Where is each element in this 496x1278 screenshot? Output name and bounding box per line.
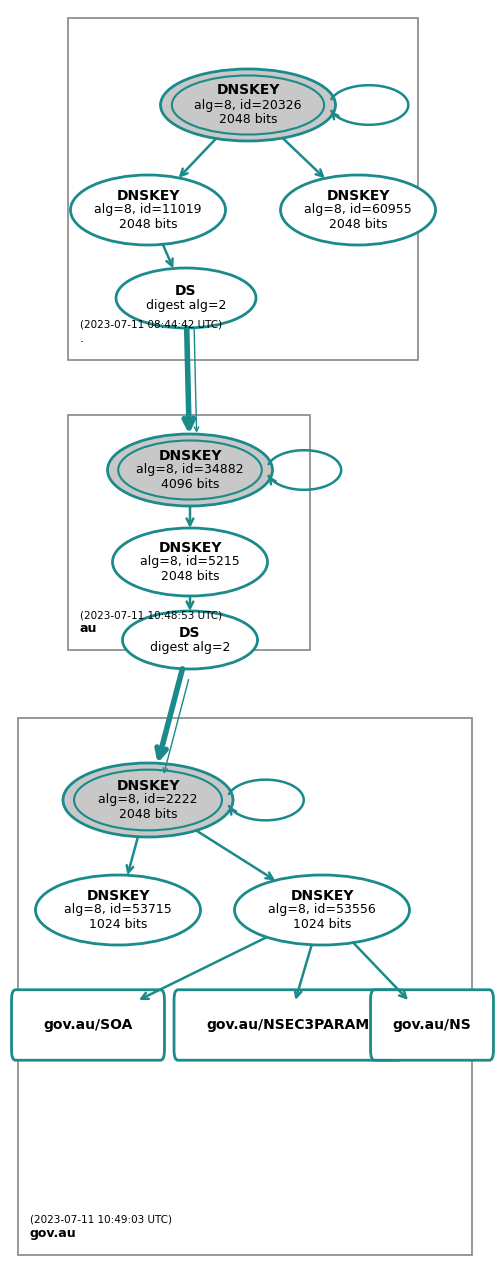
Text: DNSKEY: DNSKEY [86,888,150,902]
Text: .: . [80,332,84,345]
Ellipse shape [123,611,257,668]
Ellipse shape [70,175,226,245]
Text: 1024 bits: 1024 bits [293,918,351,930]
Text: DNSKEY: DNSKEY [158,449,222,463]
Text: DNSKEY: DNSKEY [216,83,280,97]
Text: DNSKEY: DNSKEY [116,778,180,792]
Text: alg=8, id=34882: alg=8, id=34882 [136,464,244,477]
Text: (2023-07-11 10:49:03 UTC): (2023-07-11 10:49:03 UTC) [30,1215,172,1226]
Ellipse shape [161,69,335,141]
Text: 2048 bits: 2048 bits [219,112,277,127]
Text: 2048 bits: 2048 bits [329,219,387,231]
Ellipse shape [63,763,233,837]
Text: DNSKEY: DNSKEY [290,888,354,902]
Ellipse shape [281,175,435,245]
Ellipse shape [113,528,267,596]
Text: alg=8, id=53556: alg=8, id=53556 [268,904,376,916]
Text: gov.au/NSEC3PARAM: gov.au/NSEC3PARAM [206,1019,370,1033]
Text: digest alg=2: digest alg=2 [150,640,230,654]
Text: (2023-07-11 08:44:42 UTC): (2023-07-11 08:44:42 UTC) [80,320,222,330]
Text: 2048 bits: 2048 bits [161,570,219,583]
Text: gov.au/NS: gov.au/NS [393,1019,471,1033]
Text: 4096 bits: 4096 bits [161,478,219,491]
Text: alg=8, id=11019: alg=8, id=11019 [94,203,202,216]
Text: gov.au/SOA: gov.au/SOA [43,1019,133,1033]
Text: alg=8, id=60955: alg=8, id=60955 [304,203,412,216]
Text: DS: DS [179,626,201,640]
Text: DS: DS [175,284,197,298]
FancyBboxPatch shape [68,18,418,360]
Text: digest alg=2: digest alg=2 [146,299,226,312]
Text: alg=8, id=2222: alg=8, id=2222 [98,794,198,806]
Text: au: au [80,622,97,635]
Text: DNSKEY: DNSKEY [116,188,180,202]
Text: 1024 bits: 1024 bits [89,918,147,930]
Ellipse shape [108,435,272,506]
Ellipse shape [116,268,256,328]
Text: DNSKEY: DNSKEY [326,188,390,202]
FancyBboxPatch shape [68,415,310,651]
Text: alg=8, id=53715: alg=8, id=53715 [64,904,172,916]
Text: alg=8, id=20326: alg=8, id=20326 [194,98,302,111]
FancyBboxPatch shape [371,989,494,1061]
Text: gov.au: gov.au [30,1227,76,1240]
Text: (2023-07-11 10:48:53 UTC): (2023-07-11 10:48:53 UTC) [80,610,222,620]
Ellipse shape [235,875,410,944]
FancyBboxPatch shape [18,718,472,1255]
Text: 2048 bits: 2048 bits [119,219,177,231]
Text: 2048 bits: 2048 bits [119,808,177,820]
Text: alg=8, id=5215: alg=8, id=5215 [140,556,240,569]
FancyBboxPatch shape [11,989,165,1061]
Text: DNSKEY: DNSKEY [158,541,222,555]
Ellipse shape [36,875,200,944]
FancyBboxPatch shape [174,989,402,1061]
